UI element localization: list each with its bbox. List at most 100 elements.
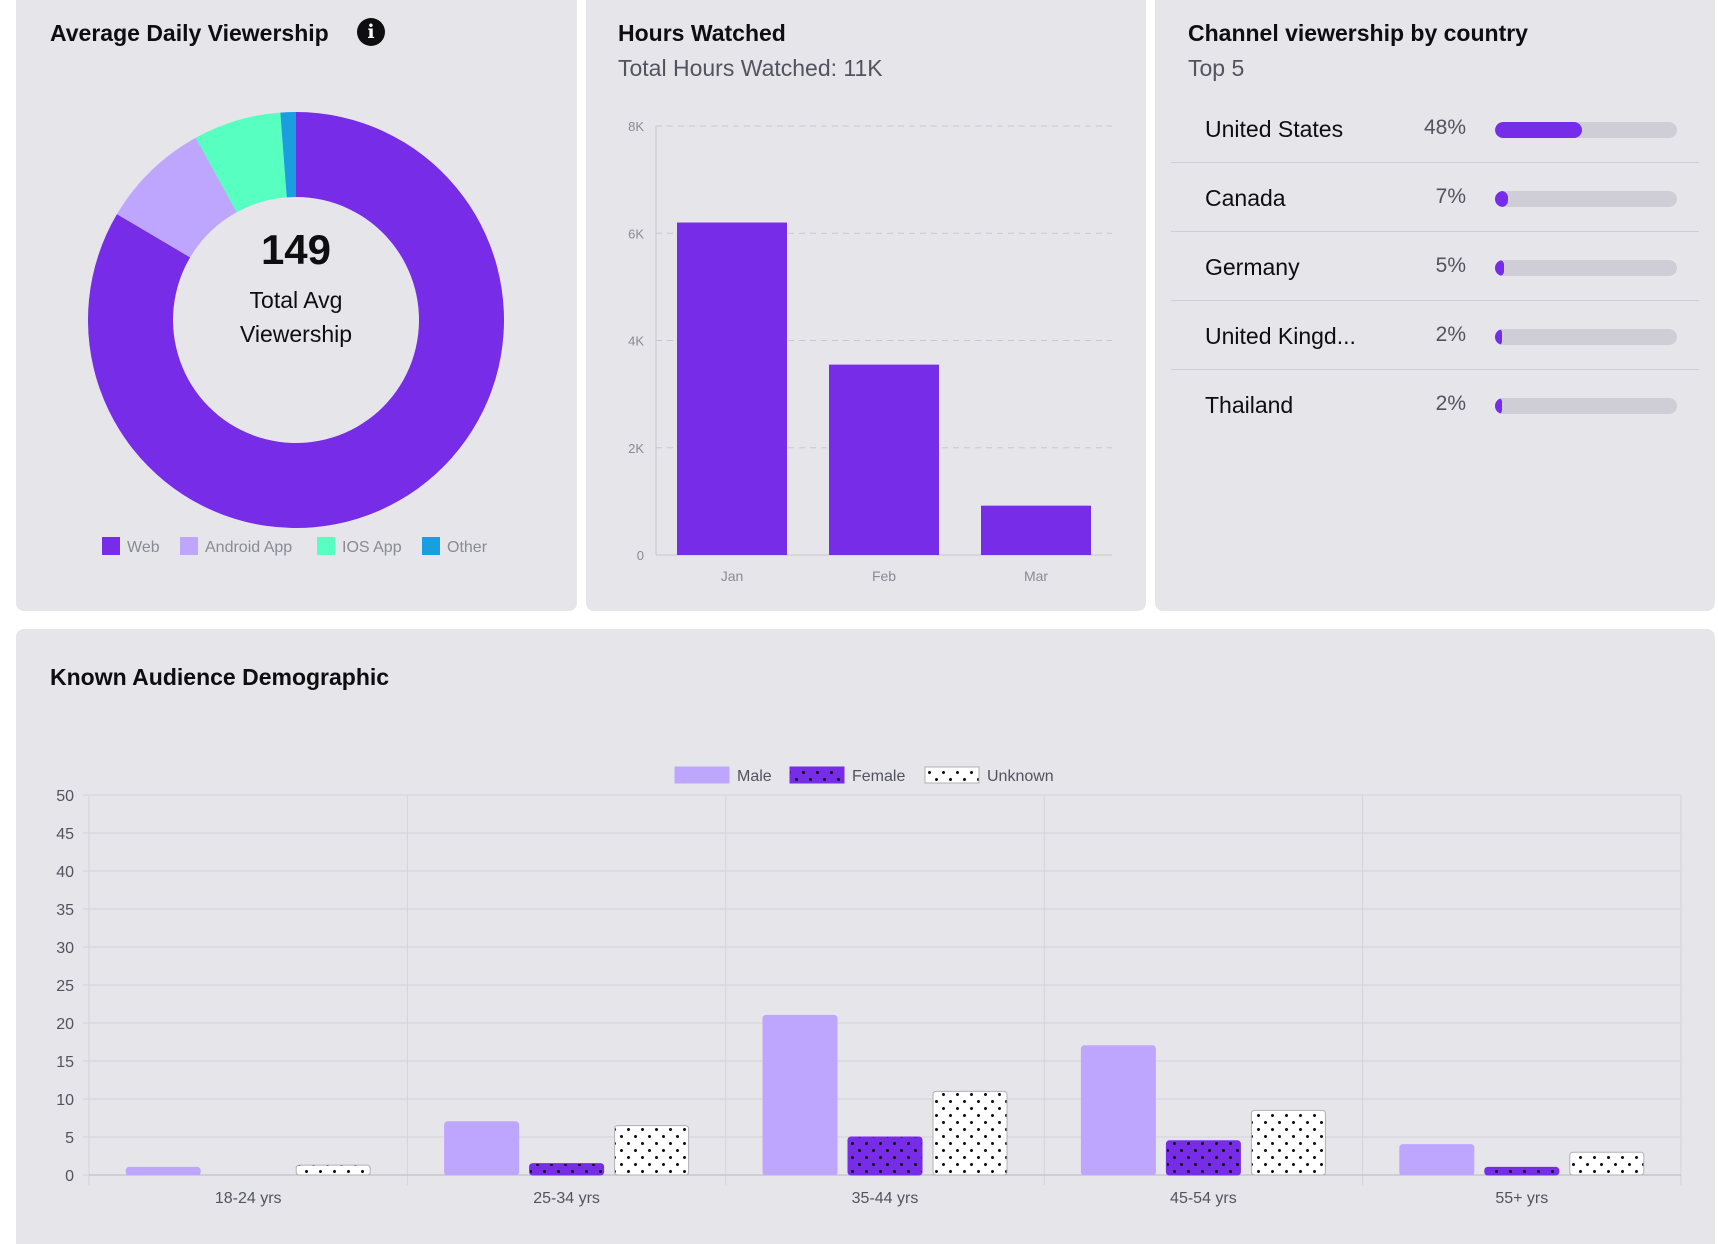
country-bar-track <box>1495 122 1677 138</box>
country-row-germany: Germany 5% <box>1171 232 1699 301</box>
country-row-thailand: Thailand 2% <box>1171 370 1699 438</box>
country-percent: 2% <box>1435 392 1466 415</box>
donut-center-label-line1: Total Avg <box>250 287 343 313</box>
country-bar-fill <box>1495 329 1503 345</box>
y-tick-label: 50 <box>56 788 74 805</box>
country-name: United States <box>1205 116 1344 142</box>
country-bar-fill <box>1495 260 1505 276</box>
bar-unknown-25-34-yrs[interactable] <box>614 1125 690 1176</box>
x-tick-label: 18-24 yrs <box>215 1190 282 1207</box>
country-subtitle: Top 5 <box>1188 55 1245 81</box>
x-tick-label: 45-54 yrs <box>1170 1190 1237 1207</box>
legend-swatch-male <box>674 766 730 784</box>
bar-male-35-44-yrs[interactable] <box>762 1014 838 1176</box>
bar-female-25-34-yrs[interactable] <box>529 1163 605 1176</box>
hours-watched-card: Hours Watched Total Hours Watched: 11K 0… <box>586 0 1146 611</box>
legend-label-unknown[interactable]: Unknown <box>987 768 1054 785</box>
country-bar-track <box>1495 191 1677 207</box>
bar-male-25-34-yrs[interactable] <box>444 1121 520 1176</box>
bar-male-45-54-yrs[interactable] <box>1080 1045 1156 1176</box>
bar-female-35-44-yrs[interactable] <box>847 1136 923 1176</box>
donut-slice-web[interactable] <box>88 112 504 528</box>
bar-male-55-yrs[interactable] <box>1399 1144 1475 1176</box>
country-name: United Kingd... <box>1205 323 1356 349</box>
demographic-card: Known Audience Demographic 0 5 10 15 20 25 30 3… <box>16 629 1715 1244</box>
country-bar-track <box>1495 260 1677 276</box>
y-tick-label: 45 <box>56 826 74 843</box>
y-tick-label: 0 <box>637 548 644 563</box>
country-bar-fill <box>1495 122 1583 138</box>
y-tick-label: 25 <box>56 978 74 995</box>
bar-unknown-35-44-yrs[interactable] <box>932 1090 1008 1176</box>
y-tick-label: 4K <box>628 334 644 349</box>
country-bar-fill <box>1495 191 1508 207</box>
x-tick-label: Mar <box>1024 568 1048 584</box>
legend-swatch-ios-app <box>317 537 335 555</box>
donut-center-label-line2: Viewership <box>240 321 352 347</box>
y-tick-label: 35 <box>56 902 74 919</box>
donut-slice-other[interactable] <box>280 112 296 198</box>
legend-swatch-unknown <box>924 766 980 784</box>
x-tick-label: 55+ yrs <box>1495 1190 1548 1207</box>
avg-daily-viewership-card: Average Daily Viewership i 149 Total Avg… <box>16 0 577 611</box>
y-tick-label: 30 <box>56 940 74 957</box>
y-tick-label: 8K <box>628 119 644 134</box>
x-tick-label: 25-34 yrs <box>533 1190 600 1207</box>
legend-label-ios-app[interactable]: IOS App <box>342 539 402 556</box>
bar-male-18-24-yrs[interactable] <box>125 1166 201 1176</box>
donut-center-value: 149 <box>261 226 331 273</box>
info-icon[interactable]: i <box>357 18 385 46</box>
legend-label-other[interactable]: Other <box>447 539 488 556</box>
y-tick-label: 20 <box>56 1016 74 1033</box>
country-percent: 5% <box>1435 254 1466 277</box>
legend-swatch-female <box>789 766 845 784</box>
country-name: Germany <box>1205 254 1300 280</box>
y-tick-label: 6K <box>628 226 644 241</box>
bar-unknown-45-54-yrs[interactable] <box>1250 1109 1326 1176</box>
avg-daily-title: Average Daily Viewership <box>50 20 329 46</box>
y-tick-label: 15 <box>56 1054 74 1071</box>
bar-unknown-55-yrs[interactable] <box>1569 1151 1645 1176</box>
x-tick-label: Feb <box>872 568 896 584</box>
bar-feb[interactable] <box>829 364 939 555</box>
legend-label-android-app[interactable]: Android App <box>205 539 292 556</box>
country-row-united-kingdom: United Kingd... 2% <box>1171 301 1699 370</box>
legend-label-web[interactable]: Web <box>127 539 160 556</box>
x-tick-label: Jan <box>721 568 744 584</box>
country-percent: 7% <box>1435 185 1466 208</box>
y-tick-label: 10 <box>56 1092 74 1109</box>
donut-chart: 149 Total Avg Viewership Web Android App I… <box>88 112 504 556</box>
legend-swatch-web <box>102 537 120 555</box>
x-tick-label: 35-44 yrs <box>852 1190 919 1207</box>
country-bar-track <box>1495 398 1677 414</box>
y-tick-label: 40 <box>56 864 74 881</box>
y-tick-label: 0 <box>65 1168 74 1185</box>
y-tick-label: 5 <box>65 1130 74 1147</box>
bar-unknown-18-24-yrs[interactable] <box>295 1164 371 1176</box>
country-percent: 2% <box>1435 323 1466 346</box>
legend-swatch-android-app <box>180 537 198 555</box>
country-name: Canada <box>1205 185 1286 211</box>
country-name: Thailand <box>1205 392 1294 418</box>
hours-subtitle: Total Hours Watched: 11K <box>618 55 883 81</box>
country-title: Channel viewership by country <box>1188 20 1528 46</box>
legend-label-female[interactable]: Female <box>852 768 905 785</box>
bar-female-55-yrs[interactable] <box>1484 1166 1560 1176</box>
legend-swatch-other <box>422 537 440 555</box>
demographic-title: Known Audience Demographic <box>50 664 390 690</box>
bar-female-45-54-yrs[interactable] <box>1165 1140 1241 1176</box>
country-row-canada: Canada 7% <box>1171 163 1699 232</box>
bar-mar[interactable] <box>981 505 1091 555</box>
country-percent: 48% <box>1423 116 1466 139</box>
country-card: Channel viewership by country Top 5 Unit… <box>1155 0 1715 611</box>
legend-label-male[interactable]: Male <box>737 768 772 785</box>
country-row-united-states: United States 48% <box>1171 94 1699 163</box>
donut-slice-ios-app[interactable] <box>195 112 287 213</box>
hours-bar-chart: 0 2K 4K 6K 8K Jan Feb Mar <box>628 119 1112 584</box>
hours-title: Hours Watched <box>618 20 786 46</box>
y-tick-label: 2K <box>628 441 644 456</box>
country-bar-track <box>1495 329 1677 345</box>
donut-slice-android-app[interactable] <box>116 137 237 258</box>
bar-jan[interactable] <box>677 222 787 555</box>
country-bar-fill <box>1495 398 1503 414</box>
